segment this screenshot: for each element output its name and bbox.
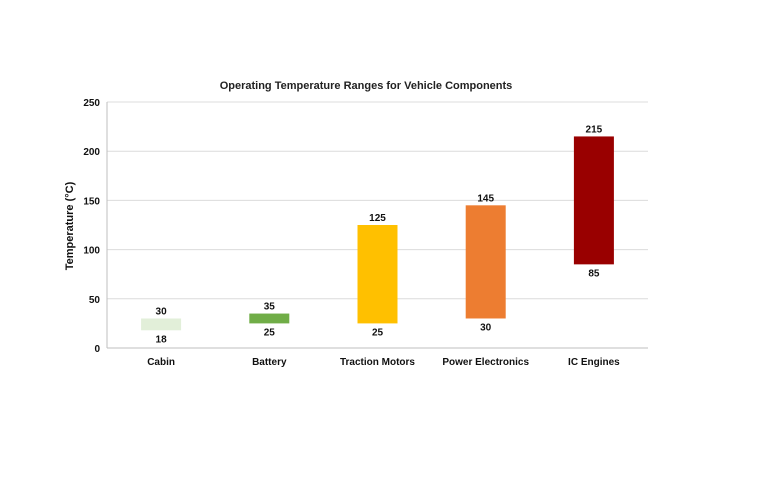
category-label: Battery (252, 357, 287, 368)
high-value-label: 215 (586, 124, 603, 135)
category-label: Power Electronics (442, 357, 529, 368)
low-value-label: 25 (372, 327, 384, 338)
high-value-label: 35 (264, 302, 276, 313)
range-bar (465, 205, 506, 319)
y-tick-label: 150 (83, 196, 100, 207)
chart-title: Operating Temperature Ranges for Vehicle… (220, 80, 513, 92)
low-value-label: 30 (480, 322, 492, 333)
x-axis-categories: Cabin Battery Traction Motors Power Electro… (147, 357, 620, 368)
high-value-label: 145 (477, 193, 494, 204)
range-bar (357, 225, 398, 324)
high-value-label: 125 (369, 213, 386, 224)
y-tick-label: 100 (83, 246, 100, 257)
category-label: Traction Motors (340, 357, 415, 368)
high-value-label: 30 (156, 306, 168, 317)
category-label: IC Engines (568, 357, 620, 368)
y-tick-label: 50 (89, 295, 101, 306)
bars: 30 18 35 25 125 25 145 30 215 85 (141, 124, 614, 345)
y-tick-label: 200 (83, 147, 100, 158)
low-value-label: 85 (588, 268, 600, 279)
y-axis-ticks: 0 50 100 150 200 250 (83, 98, 100, 355)
y-axis-label: Temperature (°C) (64, 181, 76, 270)
range-bar (141, 318, 182, 331)
low-value-label: 25 (264, 327, 276, 338)
range-bar (249, 313, 290, 324)
y-tick-label: 250 (83, 98, 100, 109)
low-value-label: 18 (156, 334, 168, 345)
y-tick-label: 0 (94, 344, 100, 355)
category-label: Cabin (147, 357, 175, 368)
range-bar (573, 136, 614, 265)
